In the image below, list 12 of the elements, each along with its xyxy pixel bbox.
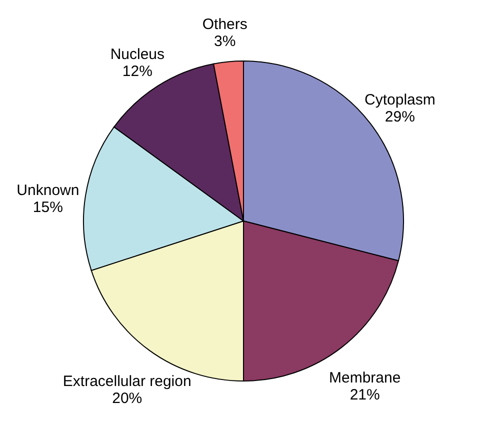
slice-label: Unknown [16, 182, 80, 200]
data-label: 3% [214, 32, 236, 50]
slice-label: Cytoplasm [364, 92, 436, 109]
slice-label: Others [202, 16, 248, 33]
slice-label: Extracellular region [62, 373, 192, 390]
data-label: 12% [122, 62, 152, 80]
data-label: 21% [350, 386, 380, 404]
data-label: 29% [384, 108, 415, 126]
data-label: 15% [32, 199, 63, 216]
slice-label: Nucleus [110, 46, 165, 63]
slice-label: Membrane [329, 369, 401, 386]
data-label: 20% [112, 390, 142, 408]
